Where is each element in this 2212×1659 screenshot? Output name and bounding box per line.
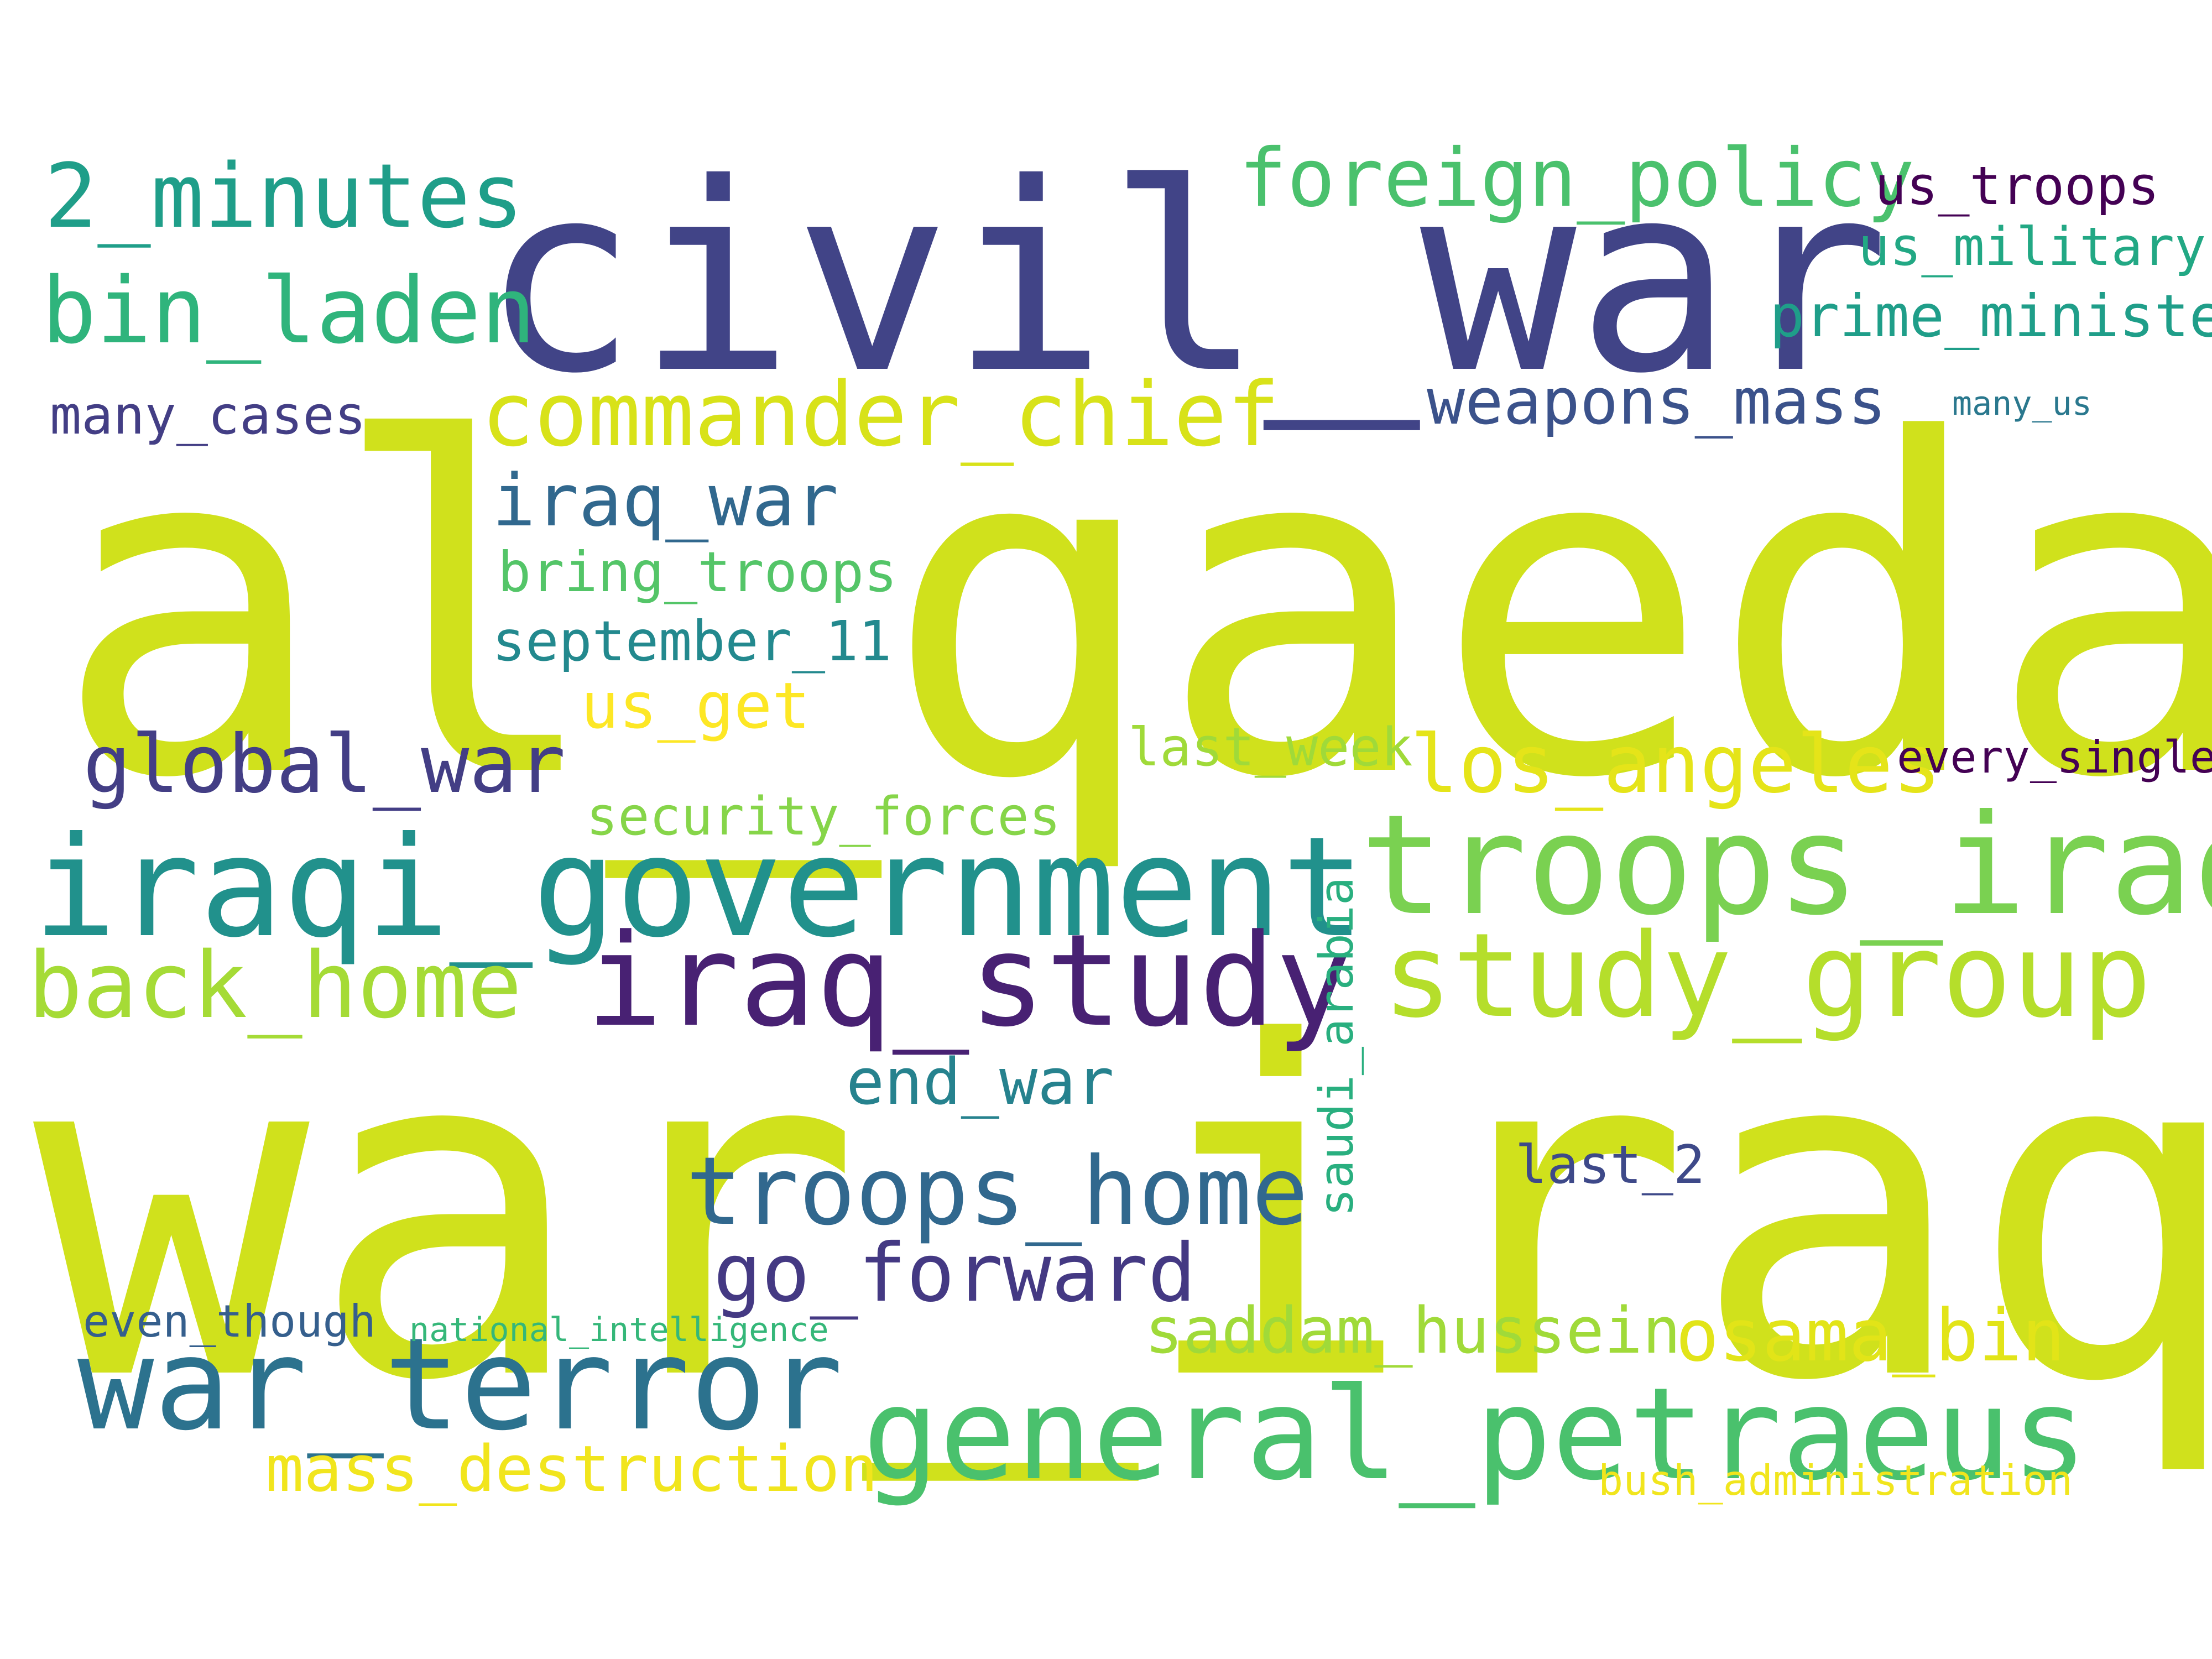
word-war-terror: war_terror [77, 1311, 843, 1459]
word-war-iraq: war_iraq [33, 947, 2212, 1481]
word-us-get: us_get [581, 669, 811, 743]
word-many-us: many_us [1952, 384, 2092, 423]
word-general-petraeus: general_petraeus [863, 1361, 2088, 1509]
word-weapons-mass: weapons_mass [1427, 365, 1886, 439]
word-every-single: every_single [1897, 732, 2212, 783]
word-go-forward: go_forward [713, 1227, 1196, 1320]
word-global-war: global_war [83, 718, 566, 811]
word-security-forces: security_forces [586, 786, 1061, 847]
word-us-military: us_military [1858, 217, 2206, 278]
word-back-home: back_home [28, 932, 523, 1039]
word-iraq-war: iraq_war [492, 458, 839, 542]
word-troops-iraq: troops_iraq [1360, 785, 2212, 946]
word-bush-administration: bush_administration [1598, 1456, 2073, 1505]
word-national-intelligence: national_intelligence [409, 1311, 829, 1349]
word-september-11: september_11 [492, 609, 892, 674]
word-osama-bin: osama_bin [1676, 1293, 2065, 1378]
word-al-qaeda: al_qaeda [53, 344, 2212, 878]
word-saudi-arabia: saudi_arabia [1310, 877, 1364, 1217]
word-last-week: last_week [1128, 717, 1413, 778]
word-bring-troops: bring_troops [498, 540, 898, 604]
word-iraqi-government: iraqi_government [33, 807, 1365, 968]
word-foreign-policy: foreign_policy [1239, 132, 1915, 225]
word-study-group: study_group [1383, 908, 2152, 1044]
word-2-minutes: 2_minutes [44, 144, 524, 248]
word-mass-destruction: mass_destruction [265, 1432, 878, 1506]
word-los-angeles: los_angeles [1410, 718, 1942, 811]
word-troops-home: troops_home [686, 1137, 1308, 1246]
word-saddam-hussein: saddam_hussein [1145, 1294, 1681, 1368]
word-us-troops: us_troops [1875, 156, 2159, 217]
word-iraq-study: iraq_study [586, 907, 1352, 1055]
word-many-cases: many_cases [50, 385, 366, 446]
word-civil-war: civil_war [481, 128, 1890, 430]
word-commander-chief: commander_chief [481, 363, 1280, 466]
word-last-2: last_2 [1515, 1135, 1705, 1196]
word-prime-minister: prime_minister [1770, 283, 2212, 350]
word-bin-laden: bin_laden [41, 258, 536, 364]
word-end-war: end_war [846, 1045, 1114, 1119]
word-even-though: even_though [83, 1296, 376, 1347]
